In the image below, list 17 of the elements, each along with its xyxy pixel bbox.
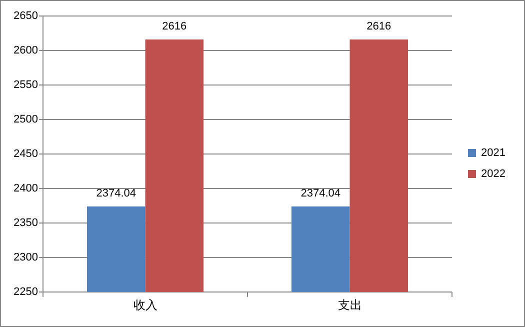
legend-label: 2021 — [481, 146, 506, 159]
y-tick-label: 2500 — [14, 113, 38, 126]
data-label: 2374.04 — [300, 187, 340, 200]
data-label: 2374.04 — [96, 187, 136, 200]
y-tick-label: 2300 — [14, 251, 38, 264]
x-tick-label: 支出 — [338, 298, 362, 312]
y-tick-label: 2400 — [14, 182, 38, 194]
y-tick-label: 2250 — [14, 286, 38, 298]
y-tick-label: 2600 — [14, 44, 38, 56]
data-label: 2616 — [162, 20, 187, 32]
y-tick-label: 2350 — [14, 216, 38, 229]
legend-label: 2022 — [481, 168, 506, 180]
x-tick-label: 收入 — [133, 298, 158, 312]
data-label: 2616 — [366, 20, 392, 32]
y-tick-label: 2550 — [14, 78, 38, 91]
y-tick-label: 2650 — [14, 10, 38, 22]
y-tick-label: 2450 — [14, 148, 38, 160]
